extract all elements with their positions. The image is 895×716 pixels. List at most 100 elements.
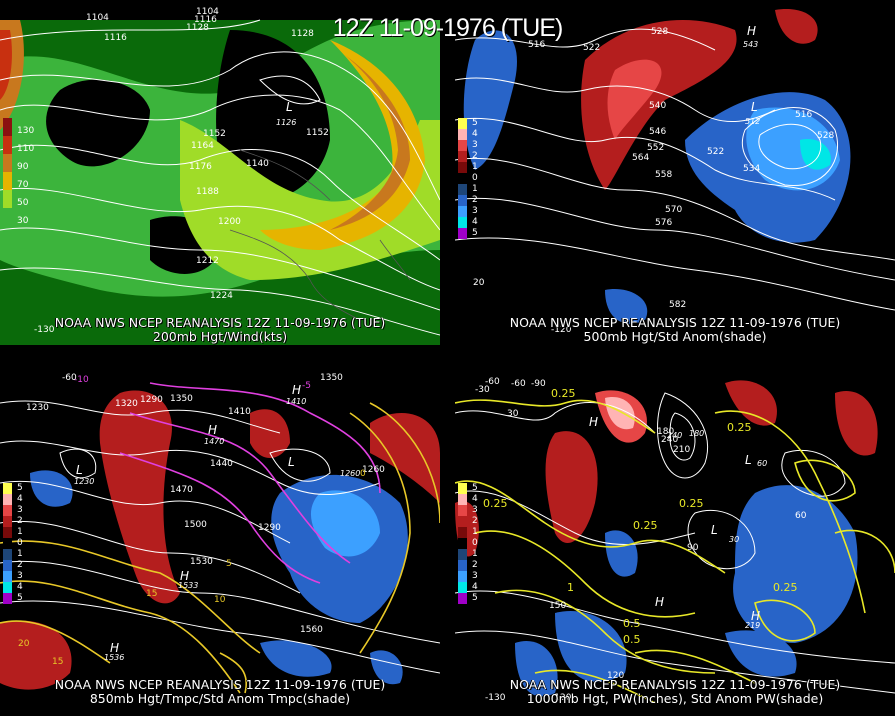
legend-swatch xyxy=(458,151,467,162)
legend-swatch xyxy=(3,549,12,560)
pw-label: 1 xyxy=(567,581,574,594)
lon-label: 20 xyxy=(473,278,485,288)
low-symbol: L xyxy=(745,453,752,467)
temp-contours-warm xyxy=(0,402,440,694)
height-contours xyxy=(0,400,440,674)
legend-label: 4 xyxy=(17,582,23,592)
contour-label: 30 xyxy=(507,409,519,419)
legend-label: 5 xyxy=(17,593,23,603)
contour-label: 558 xyxy=(655,170,673,180)
pw-contours xyxy=(455,399,895,704)
anom-red-2 xyxy=(545,431,598,543)
temp-label: -5 xyxy=(302,381,311,391)
anom-cyan xyxy=(800,139,831,170)
legend-swatch xyxy=(3,538,12,549)
contour-label: 1200 xyxy=(218,217,241,227)
caption-line1: NOAA NWS NCEP REANALYSIS 12Z 11-09-1976 … xyxy=(54,677,386,692)
contour-label: 1500 xyxy=(184,520,207,530)
legend-label: 4 xyxy=(472,582,478,592)
high-symbol: H xyxy=(747,24,757,38)
temp-label: 15 xyxy=(52,657,64,667)
anom-blue-4 xyxy=(725,630,797,677)
high-value: 180 xyxy=(689,429,705,438)
legend-swatch xyxy=(3,208,12,226)
legend-swatch xyxy=(3,571,12,582)
low-value: 60 xyxy=(757,459,768,468)
anom-blue-south xyxy=(605,289,648,324)
legend-swatch xyxy=(458,582,467,593)
legend-swatch xyxy=(458,162,467,173)
legend-label: 2 xyxy=(17,560,23,570)
temp-label: 0 xyxy=(360,469,366,479)
legend-label: 4 xyxy=(472,129,478,139)
low-symbol: L xyxy=(711,523,718,537)
temp-label: 10 xyxy=(214,595,226,605)
pw-label: 0.25 xyxy=(483,497,508,510)
caption-line2: 850mb Hgt/Tmpc/Std Anom Tmpc(shade) xyxy=(89,691,351,706)
legend-label: 4 xyxy=(17,494,23,504)
legend-label: 30 xyxy=(17,216,29,226)
legend-label: 0 xyxy=(472,538,478,548)
anom-red-4 xyxy=(835,391,878,456)
legend-label: 2 xyxy=(17,516,23,526)
legend-label: 4 xyxy=(472,494,478,504)
high-symbol: H xyxy=(208,423,218,437)
contour-label: 90 xyxy=(687,543,699,553)
contour-label: 1224 xyxy=(210,291,233,301)
high-value: 543 xyxy=(743,40,759,49)
legend-swatch xyxy=(458,118,467,129)
legend-swatch xyxy=(458,184,467,195)
low-value: 1260 xyxy=(340,469,361,478)
legend-label: 130 xyxy=(17,126,35,136)
low-symbol: L xyxy=(286,100,293,114)
legend-swatch xyxy=(3,582,12,593)
low-symbol: L xyxy=(288,455,295,469)
legend-label: 3 xyxy=(472,206,478,216)
wind-shade-90 xyxy=(330,55,410,230)
legend-swatch xyxy=(458,206,467,217)
low-value: 512 xyxy=(745,117,761,126)
caption-1000mb: NOAA NWS NCEP REANALYSIS 12Z 11-09-1976 … xyxy=(455,678,895,706)
contour-label: 516 xyxy=(528,40,546,50)
contour-label: 1128 xyxy=(291,29,314,39)
legend-200mb: 130 110 90 70 50 30 xyxy=(3,118,34,226)
legend-label: 1 xyxy=(472,549,478,559)
anom-blue-1 xyxy=(733,485,858,643)
caption-850mb: NOAA NWS NCEP REANALYSIS 12Z 11-09-1976 … xyxy=(0,678,440,706)
map-1000mb xyxy=(455,373,895,716)
lon-label: -130 xyxy=(34,325,55,335)
high-symbol: H xyxy=(655,595,665,609)
map-850mb xyxy=(0,373,440,716)
anom-blue-2 xyxy=(310,490,380,557)
anom-blue-3 xyxy=(30,470,73,507)
anom-red-4 xyxy=(0,620,72,690)
temp-label: 5 xyxy=(226,559,232,569)
contour-label: 564 xyxy=(632,153,650,163)
contour-label: 1176 xyxy=(189,162,212,172)
legend-label: 3 xyxy=(472,571,478,581)
pw-label: 0.25 xyxy=(773,581,798,594)
contour-label: 1350 xyxy=(170,394,193,404)
low-value: 1126 xyxy=(276,118,297,127)
legend-label: 2 xyxy=(472,195,478,205)
wind-shade-black-2 xyxy=(216,30,330,203)
contour-label: -30 xyxy=(475,385,490,395)
contour-label: 534 xyxy=(743,164,761,174)
map-500mb xyxy=(455,0,895,345)
legend-label: 1 xyxy=(472,162,478,172)
contour-label: 1104 xyxy=(86,13,109,23)
legend-label: 90 xyxy=(17,162,29,172)
contour-label: 1212 xyxy=(196,256,219,266)
legend-swatch xyxy=(458,494,467,505)
contour-label: 240 xyxy=(661,435,679,445)
legend-swatch xyxy=(458,217,467,228)
contour-label: 1470 xyxy=(170,485,193,495)
high-value: 240 xyxy=(667,431,683,440)
legend-label: 2 xyxy=(472,151,478,161)
low-symbol: L xyxy=(751,100,758,114)
contour-label: -60 xyxy=(511,379,526,389)
anom-red-3 xyxy=(370,413,440,503)
contour-label: 516 xyxy=(795,110,813,120)
legend-label: 3 xyxy=(17,505,23,515)
contour-label: 1410 xyxy=(228,407,251,417)
